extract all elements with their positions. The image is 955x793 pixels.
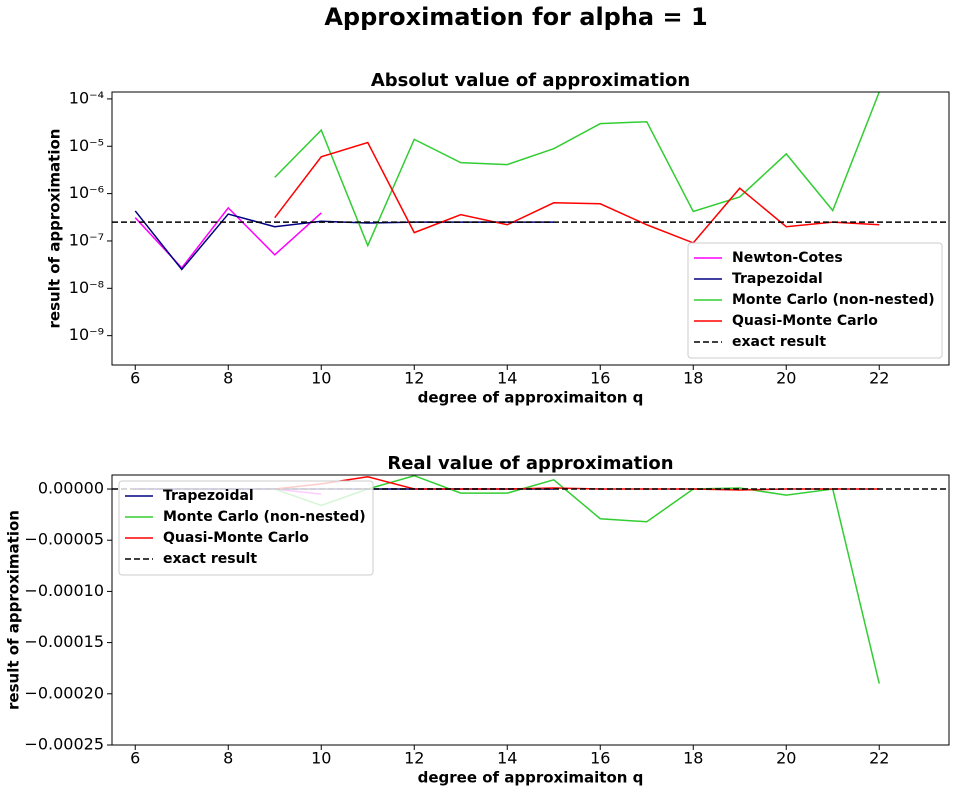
x-tick-label: 20 (776, 369, 796, 388)
series-line (134, 210, 554, 271)
x-tick-label: 6 (130, 749, 140, 768)
legend-label: Trapezoidal (732, 271, 823, 287)
y-tick-label: −0.00025 (24, 735, 104, 754)
y-axis-label: result of approximation (5, 510, 23, 710)
legend-label: Newton-Cotes (732, 250, 843, 266)
x-tick-label: 16 (590, 369, 610, 388)
x-axis-label: degree of approximaiton q (418, 389, 644, 407)
legend-label: Quasi-Monte Carlo (732, 313, 878, 329)
axes-frame (111, 91, 950, 366)
series-line (274, 475, 880, 684)
axes-title: Absolut value of approximation (371, 70, 690, 91)
series-line (274, 141, 880, 244)
y-tick-label: 10⁻⁴ (69, 88, 104, 107)
y-tick-label: −0.00005 (24, 530, 104, 549)
x-tick-label: 18 (683, 749, 703, 768)
y-tick-label: 10⁻⁷ (69, 230, 104, 249)
series-line (134, 206, 322, 270)
axes-frame (111, 474, 950, 746)
y-tick-label: −0.00015 (24, 632, 104, 651)
x-tick-label: 12 (404, 369, 424, 388)
y-tick-label: 10⁻⁵ (69, 136, 104, 155)
legend-label: Quasi-Monte Carlo (163, 530, 309, 546)
x-tick-label: 12 (404, 749, 424, 768)
y-tick-label: 10⁻⁹ (69, 325, 104, 344)
y-tick-label: −0.00010 (24, 581, 104, 600)
legend-label: Monte Carlo (non-nested) (732, 292, 935, 308)
x-tick-label: 8 (223, 369, 233, 388)
x-tick-label: 10 (311, 369, 331, 388)
y-tick-label: 10⁻⁶ (69, 183, 104, 202)
legend-label: Monte Carlo (non-nested) (163, 509, 366, 525)
axes-title: Real value of approximation (387, 453, 673, 474)
x-tick-label: 22 (869, 369, 889, 388)
legend-label: exact result (732, 334, 826, 350)
legend-box (687, 242, 943, 359)
x-tick-label: 16 (590, 749, 610, 768)
x-tick-label: 20 (776, 749, 796, 768)
plot-area (112, 92, 949, 271)
legend-box (118, 480, 374, 576)
y-axis-label: result of approximation (46, 129, 64, 329)
x-tick-label: 8 (223, 749, 233, 768)
legend-label: Trapezoidal (163, 488, 254, 504)
y-tick-label: −0.00020 (24, 683, 104, 702)
legend-label: exact result (163, 551, 257, 567)
y-tick-label: 0.00000 (38, 479, 104, 498)
x-tick-label: 14 (497, 369, 517, 388)
x-tick-label: 10 (311, 749, 331, 768)
series-line (274, 92, 880, 248)
x-tick-label: 14 (497, 749, 517, 768)
x-tick-label: 6 (130, 369, 140, 388)
y-tick-label: 10⁻⁸ (69, 278, 104, 297)
x-axis-label: degree of approximaiton q (418, 769, 644, 787)
x-tick-label: 18 (683, 369, 703, 388)
x-tick-label: 22 (869, 749, 889, 768)
figure-title: Approximation for alpha = 1 (324, 3, 707, 31)
